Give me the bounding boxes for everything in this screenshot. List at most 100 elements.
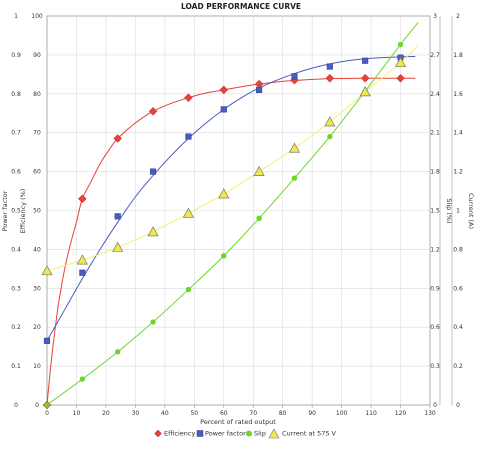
y-tick-label: 1 [456,208,460,215]
data-point-efficiency[interactable] [360,73,370,83]
x-tick-label: 80 [279,410,287,417]
y-tick-label: 0.2 [453,363,463,370]
data-point-current-at-575-v[interactable] [288,142,301,153]
current-axis: 0 0.2 0.4 0.6 0.8 1 1.2 1.4 1.6 1.8 2 [451,13,463,409]
data-point-slip[interactable] [79,376,86,382]
series-current-at-575-v [41,44,419,276]
y-tick-label: 0.8 [453,246,463,253]
data-point-slip[interactable] [327,133,333,140]
legend-item-slip[interactable]: Slip [246,430,266,438]
data-point-slip[interactable] [115,349,121,355]
y-tick-label: 2.4 [430,91,440,98]
data-point-power-factor[interactable] [326,63,333,70]
legend-marker-efficiency [154,429,162,438]
y-tick-label: 1.8 [453,52,463,59]
data-point-power-factor[interactable] [291,73,298,80]
data-point-power-factor[interactable] [220,106,227,113]
legend-item-efficiency[interactable]: Efficiency [154,429,196,438]
data-point-efficiency[interactable] [78,194,87,204]
series-layer [41,22,419,410]
data-point-slip[interactable] [44,402,50,408]
series-line-slip [47,22,419,405]
y-tick-label: 1.4 [453,130,463,137]
data-point-slip[interactable] [256,215,262,221]
y-tick-label: 20 [33,324,41,331]
y-tick-label: 40 [33,246,41,253]
data-point-current-at-575-v[interactable] [112,241,124,252]
x-tick-label: 20 [102,410,110,417]
legend-item-current[interactable]: Current at 575 V [268,428,337,439]
data-point-current-at-575-v[interactable] [41,265,53,276]
power-factor-axis: 0 0.1 0.2 0.3 0.4 0.5 0.6 0.7 0.8 0.9 1 [11,13,21,409]
y-tick-label: 80 [33,91,41,98]
data-point-slip[interactable] [291,175,298,181]
data-point-current-at-575-v[interactable] [182,207,195,218]
x-tick-label: 40 [161,410,169,417]
data-point-current-at-575-v[interactable] [253,165,265,176]
data-point-efficiency[interactable] [325,73,335,83]
y-tick-label: 2.1 [430,130,440,137]
series-slip [44,22,419,408]
data-point-current-at-575-v[interactable] [359,86,371,97]
y-tick-label: 0.4 [453,324,463,331]
legend: Efficiency Power factor Slip Current at … [154,428,337,439]
legend-label-current: Current at 575 V [282,430,337,438]
data-point-power-factor[interactable] [114,213,121,220]
y-tick-label: 0.8 [11,91,21,98]
x-tick-label: 10 [73,410,81,417]
legend-marker-slip [246,430,252,437]
data-point-power-factor[interactable] [362,57,369,64]
y-tick-label: 0.4 [11,246,21,253]
x-axis-title: Percent of rated output [200,418,276,426]
y-tick-label: 10 [33,363,41,370]
data-point-efficiency[interactable] [148,106,158,116]
data-point-power-factor[interactable] [185,133,192,140]
y-tick-label: 100 [31,13,43,20]
y-tick-label: 2.7 [430,52,440,59]
data-point-current-at-575-v[interactable] [76,254,88,265]
y-tick-label: 0.6 [453,285,463,292]
data-point-power-factor[interactable] [256,86,263,93]
y-tick-label: 0.7 [11,130,21,137]
data-point-efficiency[interactable] [396,73,405,83]
y-tick-label: 70 [33,130,41,137]
y-tick-label: 0 [35,402,39,409]
data-point-current-at-575-v[interactable] [324,116,336,127]
data-point-power-factor[interactable] [79,269,86,276]
data-point-slip[interactable] [185,286,192,293]
data-point-power-factor[interactable] [150,168,157,175]
series-line-efficiency [47,77,416,405]
y-tick-label: 1.8 [430,169,440,176]
data-point-current-at-575-v[interactable] [394,56,407,68]
y-tick-label: 3 [433,13,437,20]
data-point-slip[interactable] [150,319,156,325]
data-point-efficiency[interactable] [113,134,123,143]
legend-marker-power-factor [196,430,204,437]
legend-marker-current [268,428,280,439]
power-factor-axis-title: Power factor [1,190,9,231]
y-tick-label: 0.9 [430,285,440,292]
series-efficiency [42,73,416,410]
data-point-current-at-575-v[interactable] [218,188,230,199]
y-tick-label: 0.2 [11,324,21,331]
legend-item-power-factor[interactable]: Power factor [196,430,246,438]
x-tick-label: 70 [249,410,257,417]
current-axis-title: Current (A) [467,193,475,229]
legend-label-efficiency: Efficiency [164,430,195,438]
x-tick-label: 0 [45,410,49,417]
data-point-slip[interactable] [397,41,404,48]
slip-axis-title: Slip (%) [445,198,453,223]
y-tick-label: 1.2 [453,169,463,176]
y-tick-label: 0.6 [430,324,440,331]
x-tick-label: 50 [190,410,198,417]
data-point-power-factor[interactable] [43,337,51,344]
x-tick-label: 110 [365,410,377,417]
data-point-efficiency[interactable] [184,93,193,103]
data-point-current-at-575-v[interactable] [147,226,159,237]
x-tick-label: 60 [220,410,228,417]
data-point-slip[interactable] [221,253,227,259]
data-point-efficiency[interactable] [219,85,229,95]
y-tick-label: 0.6 [11,169,21,176]
y-tick-label: 60 [33,169,41,176]
